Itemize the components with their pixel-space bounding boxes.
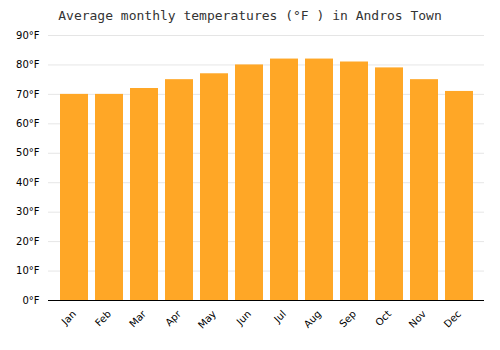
svg-text:Jan: Jan xyxy=(59,308,78,327)
svg-text:20°F: 20°F xyxy=(16,236,40,247)
svg-text:70°F: 70°F xyxy=(16,89,40,100)
html-text:Average monthly temperatures (: Average monthly temperatures (°F ) in An… xyxy=(58,8,442,23)
svg-text:May: May xyxy=(196,308,218,330)
svg-text:Jun: Jun xyxy=(234,308,254,328)
svg-text:Mar: Mar xyxy=(127,308,149,330)
svg-text:Aug: Aug xyxy=(302,308,324,330)
svg-text:Jul: Jul xyxy=(271,308,288,325)
svg-text:90°F: 90°F xyxy=(16,30,40,41)
svg-text:Nov: Nov xyxy=(407,308,429,330)
svg-text:40°F: 40°F xyxy=(16,177,40,188)
svg-text:30°F: 30°F xyxy=(16,206,40,217)
svg-text:Apr: Apr xyxy=(163,308,184,329)
svg-text:Feb: Feb xyxy=(93,308,113,328)
svg-text:10°F: 10°F xyxy=(16,265,40,276)
svg-text:80°F: 80°F xyxy=(16,59,40,70)
svg-text:Dec: Dec xyxy=(442,308,463,329)
svg-text:Oct: Oct xyxy=(373,308,393,328)
svg-text:0°F: 0°F xyxy=(22,295,39,306)
svg-text:Sep: Sep xyxy=(337,308,358,329)
svg-text:60°F: 60°F xyxy=(16,118,40,129)
svg-text:50°F: 50°F xyxy=(16,147,40,158)
